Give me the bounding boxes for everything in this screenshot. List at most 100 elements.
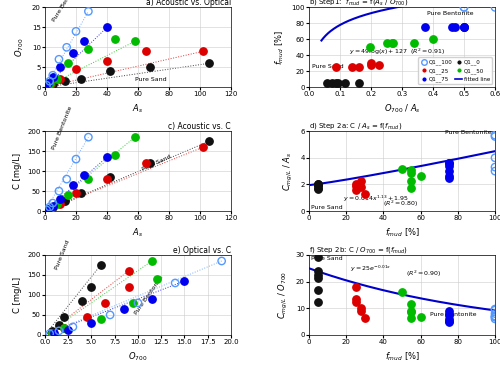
Point [48,200,56,206]
Point [388,40,396,46]
Point [42,82,50,88]
Point [460,24,468,30]
Point [44,80,52,86]
Point [50,330,58,336]
Point [54,76,62,82]
X-axis label: $A_s$: $A_s$ [132,103,143,116]
Point [84,46,92,52]
Point [491,314,499,320]
Point [460,24,468,30]
Point [314,287,322,293]
Point [460,24,468,30]
Legend: Q1__100, Q1__25, Q1__75, Q1__0, Q1__50, fitted line: Q1__100, Q1__25, Q1__75, Q1__0, Q1__50, … [418,57,492,85]
Point [361,315,369,321]
Point [55,328,63,334]
Point [148,258,156,264]
Point [444,175,452,181]
Point [84,176,92,182]
Point [314,181,322,187]
Point [388,40,396,46]
Point [408,315,416,321]
Text: Pure Sand: Pure Sand [311,256,342,261]
Point [367,62,375,68]
Point [46,81,54,87]
Point [352,299,360,305]
Point [491,306,499,312]
Point [491,164,499,170]
Text: f) Step 2b: C / $O_{700}$ = f($f_{mud}$): f) Step 2b: C / $O_{700}$ = f($f_{mud}$) [309,245,408,255]
Point [314,268,322,274]
Point [110,36,118,42]
Point [408,309,416,315]
Point [408,301,416,307]
Point [103,59,111,64]
Point [80,172,88,178]
Point [352,187,360,193]
Point [340,80,348,86]
Y-axis label: $O_{700}$: $O_{700}$ [14,38,26,57]
Point [332,80,340,86]
Point [218,258,226,264]
Point [314,275,322,281]
Point [46,206,54,212]
Point [314,182,322,188]
Point [332,64,340,70]
Point [48,330,56,336]
Point [72,66,80,72]
Point [314,181,322,187]
Point [60,314,68,320]
Point [361,191,369,197]
Point [83,314,91,320]
Point [416,173,424,178]
Point [429,36,437,42]
X-axis label: $f_{mud}$ [%]: $f_{mud}$ [%] [384,351,420,363]
Point [48,203,56,209]
X-axis label: $O_{700}$ / $A_s$: $O_{700}$ / $A_s$ [384,103,420,116]
Point [410,40,418,46]
Text: d) Step 2a: C / $A_s$ = f($f_{mud}$): d) Step 2a: C / $A_s$ = f($f_{mud}$) [309,121,402,131]
Y-axis label: C [mg/L]: C [mg/L] [13,153,22,189]
Point [444,160,452,166]
Point [103,176,111,182]
Point [357,178,365,184]
Point [448,24,456,30]
Text: ($R^2 = 0.80$): ($R^2 = 0.80$) [384,199,419,209]
Point [356,64,364,70]
Point [60,325,68,330]
Point [48,204,56,210]
Point [491,4,499,10]
Point [69,50,77,56]
Point [56,76,64,82]
Point [382,40,390,46]
Text: Pure Sand: Pure Sand [141,154,172,172]
Point [460,4,468,10]
Point [130,300,138,306]
Point [314,186,322,192]
Text: c) Acoustic vs. C: c) Acoustic vs. C [168,122,231,131]
Point [97,262,105,268]
Point [491,120,499,126]
Point [491,132,499,138]
Point [142,160,150,166]
Point [444,318,452,324]
Point [76,76,84,82]
Text: Pure Sand: Pure Sand [311,205,342,210]
Point [76,190,84,196]
Point [106,312,114,318]
Point [352,297,360,302]
Point [460,4,468,10]
Point [444,160,452,166]
X-axis label: $O_{700}$: $O_{700}$ [128,351,148,363]
Point [491,314,499,320]
Point [375,62,383,68]
Point [56,196,64,202]
Point [148,296,156,302]
Point [334,80,342,86]
Text: Pure Bentonite: Pure Bentonite [51,105,74,150]
Point [422,24,430,30]
Point [408,185,416,191]
Point [180,278,188,284]
Point [352,284,360,290]
Point [55,188,63,194]
Text: Pure Bentonite: Pure Bentonite [427,11,474,16]
